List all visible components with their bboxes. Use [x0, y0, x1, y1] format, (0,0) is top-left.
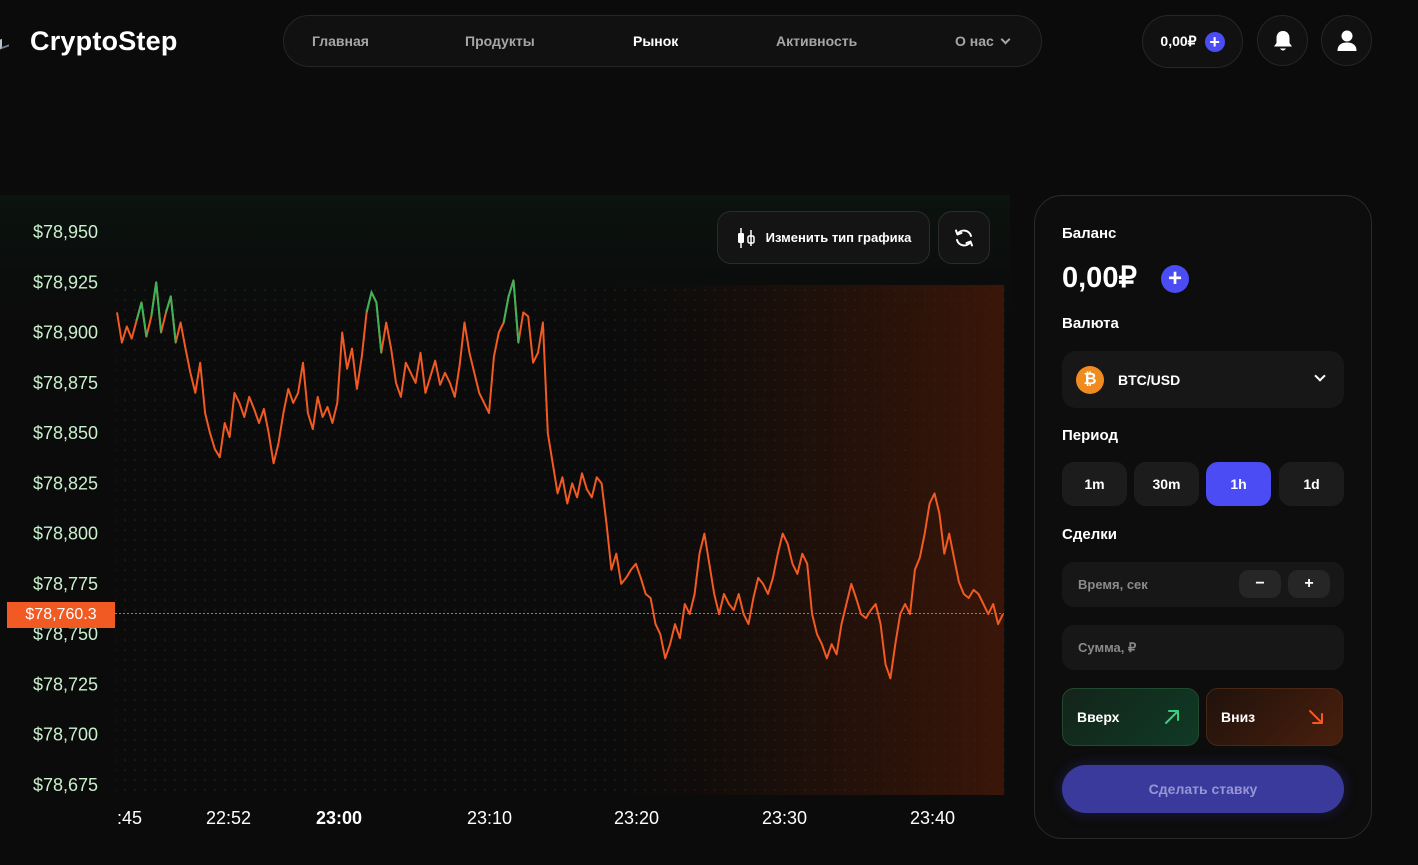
period-30m[interactable]: 30m — [1134, 462, 1199, 506]
bet-up-label: Вверх — [1077, 709, 1120, 725]
x-tick-label: 23:10 — [467, 808, 512, 828]
x-tick-label: 23:30 — [762, 808, 807, 828]
chevron-down-icon — [1000, 34, 1011, 44]
x-tick-label: :45 — [117, 808, 142, 828]
period-label: Период — [1062, 427, 1118, 444]
y-tick-label: $78,750 — [33, 624, 98, 644]
time-decrement-button[interactable]: − — [1239, 570, 1281, 598]
add-funds-button[interactable]: + — [1161, 265, 1189, 293]
refresh-chart-button[interactable] — [938, 211, 990, 264]
change-chart-type-label: Изменить тип графика — [765, 230, 912, 245]
period-1d[interactable]: 1d — [1279, 462, 1344, 506]
bitcoin-icon: ₿ — [1076, 365, 1104, 394]
time-field: − + — [1062, 562, 1344, 607]
x-tick-label: 23:00 — [316, 808, 362, 828]
current-price-tag: $78,760.3 — [7, 602, 115, 628]
candlestick-icon — [737, 227, 755, 248]
logo-text: CryptoStep — [30, 25, 178, 56]
plus-icon[interactable]: + — [1204, 31, 1225, 52]
notifications-button[interactable] — [1257, 15, 1308, 66]
price-chart-svg: $78,950 $78,925 $78,900 $78,875 $78,850 $78,8… — [0, 195, 1010, 828]
user-icon — [1337, 30, 1356, 51]
x-tick-label: 23:20 — [614, 808, 659, 828]
arrow-down-right-icon — [1309, 710, 1323, 724]
price-line — [116, 279, 1004, 680]
period-1h[interactable]: 1h — [1206, 462, 1271, 506]
bet-up-button[interactable]: Вверх — [1062, 688, 1199, 746]
price-line-high-segment — [165, 296, 177, 343]
nav-item-products[interactable]: Продукты — [465, 16, 535, 66]
nav-item-label: Продукты — [465, 33, 535, 49]
nav-item-market[interactable]: Рынок — [633, 16, 678, 66]
place-bet-button[interactable]: Сделать ставку — [1062, 765, 1344, 813]
y-axis: $78,950 $78,925 $78,900 $78,875 $78,850 $78,8… — [33, 222, 98, 795]
currency-label: Валюта — [1062, 315, 1119, 332]
bet-down-label: Вниз — [1221, 709, 1256, 725]
time-increment-button[interactable]: + — [1288, 570, 1330, 598]
y-tick-label: $78,825 — [33, 473, 98, 493]
price-line-high-segment — [135, 302, 148, 337]
y-tick-label: $78,700 — [33, 725, 98, 745]
time-input[interactable] — [1078, 577, 1228, 592]
price-line-high-segment — [502, 280, 520, 343]
header-balance[interactable]: 0,00₽ + — [1142, 15, 1243, 68]
y-tick-label: $78,850 — [33, 423, 98, 443]
profile-button[interactable] — [1321, 15, 1372, 66]
arrow-up-right-icon — [1165, 710, 1179, 724]
nav-item-label: Главная — [312, 33, 369, 49]
price-line-high-segment — [365, 289, 383, 353]
y-tick-label: $78,725 — [33, 674, 98, 694]
price-line-high-segment — [150, 282, 163, 333]
price-series — [116, 279, 1004, 680]
period-1m[interactable]: 1m — [1062, 462, 1127, 506]
logo-icon — [0, 36, 10, 46]
y-tick-label: $78,950 — [33, 222, 98, 242]
trade-panel: Баланс 0,00₽ + Валюта ₿ BTC/USD Период 1… — [1034, 195, 1372, 839]
bet-down-button[interactable]: Вниз — [1206, 688, 1343, 746]
price-chart[interactable]: $78,950 $78,925 $78,900 $78,875 $78,850 $78,8… — [0, 195, 1010, 840]
bell-icon — [1273, 30, 1292, 50]
nav-item-activity[interactable]: Активность — [776, 16, 857, 66]
nav-item-label: О нас — [955, 33, 994, 49]
x-axis: :45 22:52 23:00 23:10 23:20 23:30 23:40 — [117, 808, 955, 828]
sum-input[interactable] — [1078, 640, 1228, 655]
logo[interactable]: CryptoStep — [0, 22, 178, 60]
change-chart-type-button[interactable]: Изменить тип графика — [717, 211, 930, 264]
currency-select-value: BTC/USD — [1118, 371, 1181, 388]
sum-field — [1062, 625, 1344, 670]
currency-select[interactable]: ₿ BTC/USD — [1062, 351, 1344, 408]
x-tick-label: 22:52 — [206, 808, 251, 828]
refresh-icon — [955, 229, 973, 246]
balance-value: 0,00₽ — [1062, 262, 1137, 294]
y-tick-label: $78,900 — [33, 323, 98, 343]
chevron-down-icon — [1314, 370, 1326, 382]
main-nav: Главная Продукты Рынок Активность О нас — [283, 15, 1042, 67]
nav-item-label: Рынок — [633, 33, 679, 49]
nav-item-label: Активность — [776, 33, 858, 49]
deals-label: Сделки — [1062, 526, 1117, 543]
balance-label: Баланс — [1062, 225, 1117, 242]
nav-item-home[interactable]: Главная — [312, 16, 369, 66]
plus-icon: + — [1167, 265, 1182, 292]
header-balance-value: 0,00₽ — [1160, 33, 1197, 49]
y-tick-label: $78,875 — [33, 373, 98, 393]
y-tick-label: $78,925 — [33, 272, 98, 292]
y-tick-label: $78,800 — [33, 524, 98, 544]
y-tick-label: $78,675 — [33, 775, 98, 795]
y-tick-label: $78,775 — [33, 574, 98, 594]
x-tick-label: 23:40 — [910, 808, 955, 828]
nav-item-about[interactable]: О нас — [955, 16, 1011, 66]
